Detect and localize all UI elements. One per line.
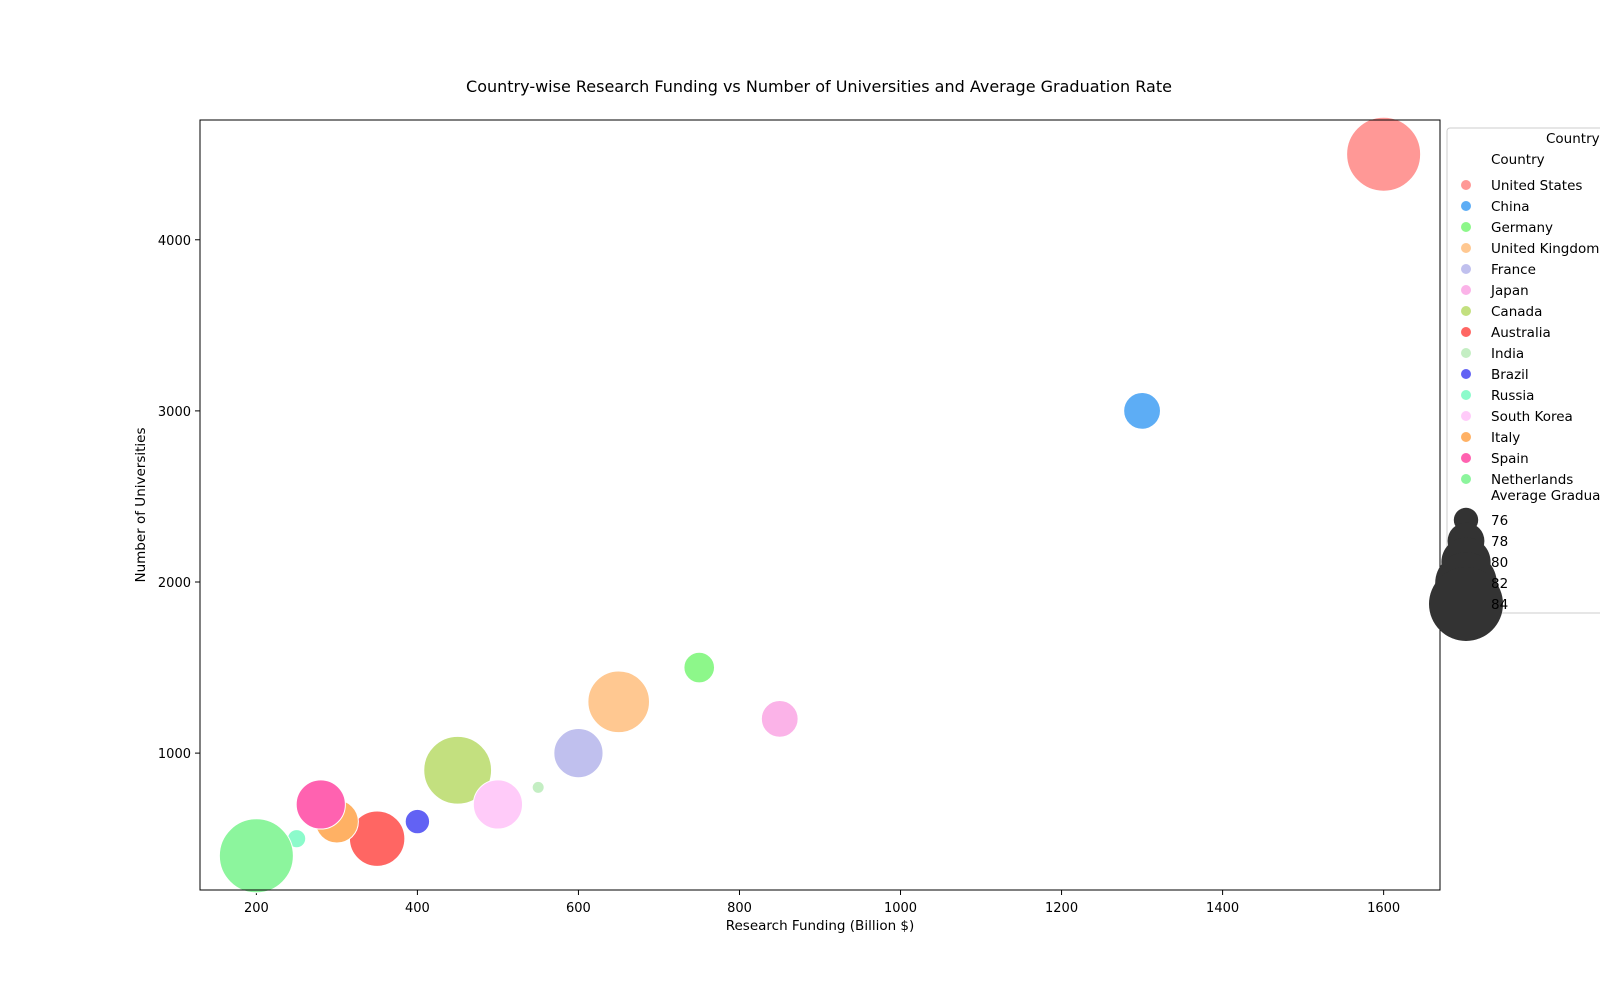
data-point-united-states: [1346, 116, 1422, 192]
legend-label: India: [1491, 346, 1524, 362]
legend-label: Canada: [1491, 304, 1542, 320]
data-point-spain: [295, 779, 346, 830]
data-point-netherlands: [218, 818, 294, 894]
x-tick-label: 1000: [884, 901, 917, 916]
x-tick-label: 1400: [1206, 901, 1239, 916]
size-legend-label: 82: [1491, 576, 1508, 592]
size-legend-label: 80: [1491, 555, 1508, 571]
data-point-japan: [760, 699, 799, 738]
x-axis-title: Research Funding (Billion $): [726, 918, 915, 934]
legend-marker: [1461, 474, 1471, 484]
legend-label: France: [1491, 262, 1536, 278]
legend-label: Japan: [1490, 283, 1529, 299]
legend-marker: [1461, 285, 1471, 295]
data-point-germany: [683, 651, 716, 684]
data-point-india: [531, 780, 545, 794]
legend-label: United Kingdom: [1491, 241, 1599, 257]
x-tick-label: 1200: [1045, 901, 1078, 916]
legend-marker: [1461, 390, 1471, 400]
size-legend-label: 84: [1491, 597, 1508, 613]
legend-marker: [1461, 327, 1471, 337]
y-tick-label: 1000: [158, 747, 191, 762]
legend-label: Brazil: [1491, 367, 1529, 383]
legend-size-entries: 76 78 80 82 84: [1429, 507, 1508, 641]
legend-label: United States: [1491, 178, 1582, 194]
y-axis-title: Number of Universities: [133, 427, 149, 582]
legend-marker: [1461, 432, 1471, 442]
x-tick-label: 800: [727, 901, 752, 916]
legend-country-entries: United States China Germany United Kingdom F…: [1461, 178, 1599, 488]
legend-marker: [1461, 180, 1471, 190]
data-point-brazil: [404, 808, 431, 835]
legend-title: Country: [1546, 131, 1600, 147]
data-points: [218, 116, 1422, 894]
legend-box: [1446, 127, 1600, 614]
x-tick-label: 200: [244, 901, 269, 916]
y-tick-label: 3000: [158, 405, 191, 420]
legend-label: China: [1491, 199, 1530, 215]
plot-area-frame: [199, 119, 1441, 891]
x-tick-label: 400: [405, 901, 430, 916]
data-point-china: [1123, 391, 1161, 430]
legend-label: Spain: [1491, 451, 1529, 467]
size-legend-label: 76: [1491, 513, 1508, 529]
data-point-united-kingdom: [587, 670, 651, 734]
legend-marker: [1461, 411, 1471, 421]
data-point-canada: [423, 735, 493, 805]
legend-label: Australia: [1491, 325, 1551, 341]
size-legend-label: 78: [1491, 534, 1508, 550]
legend-marker: [1461, 306, 1471, 316]
legend-label: Netherlands: [1491, 472, 1573, 488]
legend-country-header: Country: [1491, 152, 1545, 168]
legend-marker: [1461, 243, 1471, 253]
legend-marker: [1461, 369, 1471, 379]
legend-marker: [1461, 222, 1471, 232]
chart-title: Country-wise Research Funding vs Number …: [466, 77, 1172, 96]
legend: Country Country United States China German…: [1429, 127, 1600, 641]
legend-label: Germany: [1491, 220, 1553, 236]
legend-marker: [1461, 264, 1471, 274]
legend-size-header: Average Gradua: [1491, 488, 1600, 504]
legend-marker: [1461, 348, 1471, 358]
legend-marker: [1461, 453, 1471, 463]
size-legend-marker: [1429, 567, 1503, 641]
y-tick-label: 2000: [158, 576, 191, 591]
legend-label: Italy: [1491, 430, 1520, 446]
x-tick-label: 600: [566, 901, 591, 916]
data-point-south-korea: [472, 779, 524, 830]
legend-marker: [1461, 201, 1471, 211]
axis-ticks: 200 400 600 800 1000 1200 1400 1600 1000 2000 3000…: [158, 234, 1400, 916]
legend-label: South Korea: [1491, 409, 1573, 425]
y-tick-label: 4000: [158, 234, 191, 249]
legend-label: Russia: [1491, 388, 1534, 404]
data-point-france: [553, 728, 604, 779]
x-tick-label: 1600: [1367, 901, 1400, 916]
